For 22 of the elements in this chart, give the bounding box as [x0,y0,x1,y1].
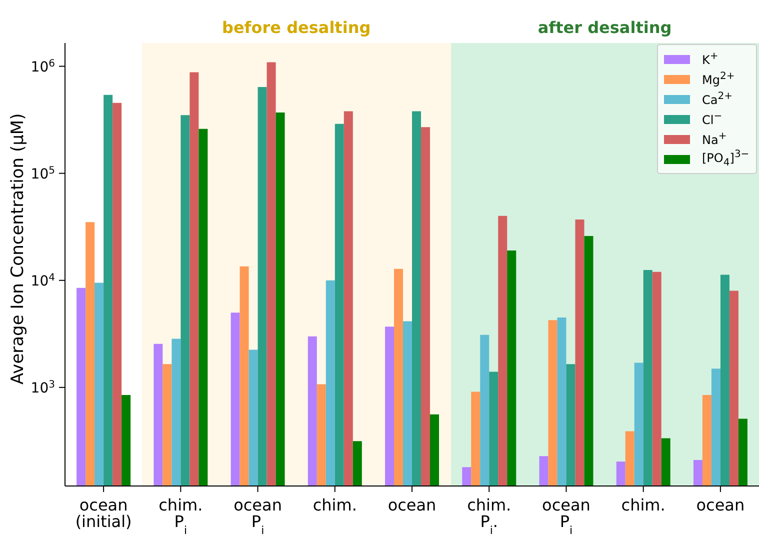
y-tick-label: 10$^{3}$ [30,378,55,396]
x-tick-label: ocean [388,495,436,514]
y-tick-label: 10$^{4}$ [30,272,55,290]
legend-label: [PO$_{4}$]$^{3−}$ [702,149,750,169]
legend-label: Cl$^{−}$ [702,111,722,127]
x-tick-label: ocean P$_{i}$ [234,495,282,537]
x-tick-label: ocean P$_{i}$ [542,495,590,537]
x-tick-label: ocean (initial) [75,495,132,532]
legend-label: Na$^{+}$ [702,131,727,147]
text: before desalting [221,18,372,37]
x-tick-label: chim. [621,495,666,514]
y-axis-title: Average Ion Concentration (μM) [8,113,28,384]
x-tick-label: chim. P$_{i}$ [158,495,203,537]
legend-label: K$^{+}$ [702,51,718,67]
y-tick-label: 10$^{6}$ [30,58,55,76]
x-tick-label: chim. P$_{i}$. [467,495,512,537]
legend-label: Mg$^{2+}$ [702,71,735,87]
text: after desalting [536,18,673,37]
y-tick-label: 10$^{5}$ [30,164,55,182]
x-tick-label: ocean [696,495,745,514]
legend-label: Ca$^{2+}$ [702,91,732,107]
x-tick-label: chim. [312,495,357,514]
